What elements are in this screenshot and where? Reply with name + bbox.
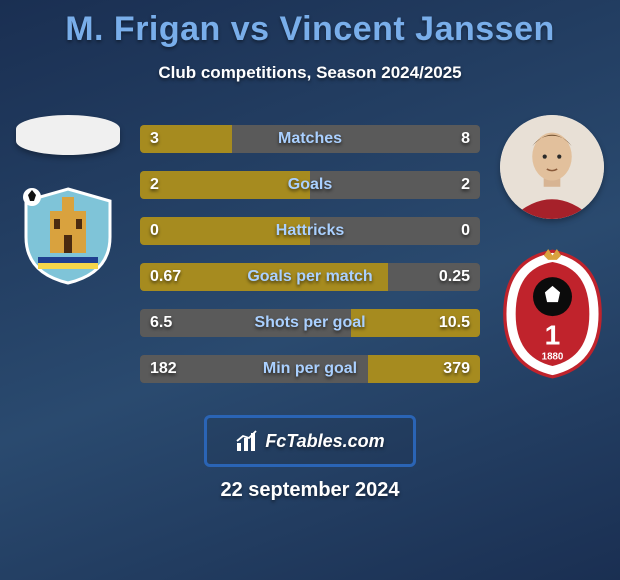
stat-right-value: 8	[461, 130, 470, 148]
stat-right-value: 0	[461, 222, 470, 240]
right-player-column: 1 1880	[492, 115, 612, 379]
comparison-subtitle: Club competitions, Season 2024/2025	[0, 63, 620, 83]
stat-left-value: 2	[150, 176, 159, 194]
stat-row: 3 8 Matches	[140, 125, 480, 153]
stat-label: Min per goal	[263, 360, 357, 378]
chart-icon	[235, 429, 259, 453]
stat-left-value: 0	[150, 222, 159, 240]
stat-right-value: 10.5	[439, 314, 470, 332]
comparison-date: 22 september 2024	[0, 479, 620, 502]
left-player-column	[8, 115, 128, 285]
stat-right-fill	[232, 125, 480, 153]
stat-row: 182 379 Min per goal	[140, 355, 480, 383]
stat-right-fill	[310, 171, 480, 199]
branding-text: FcTables.com	[265, 431, 384, 452]
stat-label: Matches	[278, 130, 342, 148]
stat-left-fill	[140, 171, 310, 199]
stat-left-value: 3	[150, 130, 159, 148]
stat-right-value: 0.25	[439, 268, 470, 286]
comparison-title: M. Frigan vs Vincent Janssen	[0, 0, 620, 49]
stat-label: Goals	[288, 176, 332, 194]
stat-row: 0.67 0.25 Goals per match	[140, 263, 480, 291]
stat-bars-container: 3 8 Matches 2 2 Goals 0 0 Hattricks 0.67 0.25 Goals…	[140, 125, 480, 383]
branding-box[interactable]: FcTables.com	[204, 415, 416, 467]
stat-left-value: 0.67	[150, 268, 181, 286]
right-club-number: 1	[544, 319, 560, 350]
stat-row: 6.5 10.5 Shots per goal	[140, 309, 480, 337]
left-club-badge	[18, 185, 118, 285]
stat-left-value: 182	[150, 360, 177, 378]
stat-row: 2 2 Goals	[140, 171, 480, 199]
right-club-year: 1880	[541, 352, 563, 363]
right-club-badge: 1 1880	[495, 249, 610, 379]
left-player-avatar	[16, 115, 120, 155]
stat-row: 0 0 Hattricks	[140, 217, 480, 245]
stat-right-value: 2	[461, 176, 470, 194]
stat-label: Goals per match	[247, 268, 372, 286]
stat-left-value: 6.5	[150, 314, 172, 332]
right-player-avatar	[500, 115, 604, 219]
stat-label: Hattricks	[276, 222, 344, 240]
stat-label: Shots per goal	[254, 314, 365, 332]
stat-right-value: 379	[443, 360, 470, 378]
